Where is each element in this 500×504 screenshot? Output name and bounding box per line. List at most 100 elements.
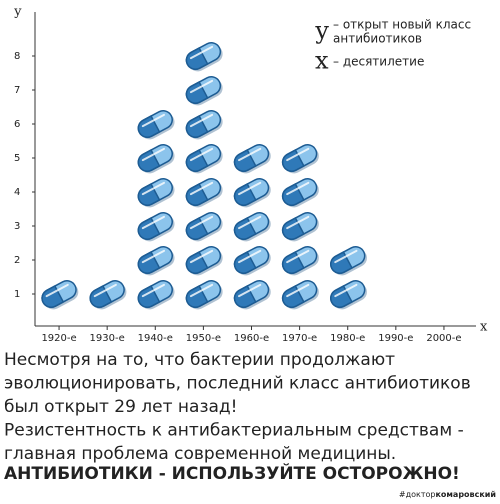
pill-dark <box>330 285 353 308</box>
x-tick-label: 1920-е <box>41 333 76 344</box>
pill <box>185 42 223 72</box>
legend-symbol: х <box>315 47 329 75</box>
pill <box>233 144 271 174</box>
pill <box>41 280 79 310</box>
pill <box>137 144 175 174</box>
pill-dark <box>89 285 113 308</box>
pill-highlight <box>189 283 214 298</box>
pill <box>185 246 223 276</box>
pill-column <box>137 110 175 310</box>
pill <box>137 110 175 140</box>
pill-dark <box>330 251 353 274</box>
body-text: Резистентность к антибактериальным средс… <box>4 421 464 441</box>
pill-highlight <box>238 215 262 230</box>
pill-highlight <box>189 181 214 196</box>
pill-dark <box>137 115 161 138</box>
pill-highlight <box>189 113 214 128</box>
pill-dark <box>137 183 161 206</box>
pill-column <box>233 144 271 310</box>
pill <box>137 212 175 242</box>
pill-column <box>41 280 79 310</box>
y-tick-label: 7 <box>14 85 20 96</box>
y-tick-label: 1 <box>14 289 20 300</box>
legend-text: – десятилетие <box>333 55 424 69</box>
legend-text: антибиотиков <box>333 32 422 46</box>
pill-dark <box>185 217 209 240</box>
pill <box>137 246 175 276</box>
legend-text: – открыт новый класс <box>333 18 471 32</box>
pill-highlight <box>286 215 310 230</box>
body-text: главная проблема современной медицины. <box>4 444 396 464</box>
pill <box>185 212 223 242</box>
pill-dark <box>185 81 209 104</box>
pill <box>233 280 271 310</box>
pill-highlight <box>189 45 214 60</box>
pill-dark <box>185 115 209 138</box>
pill-dark <box>137 251 161 274</box>
x-tick-label: 1930-е <box>90 333 125 344</box>
pill-dark <box>185 183 209 206</box>
pill <box>281 246 319 276</box>
pill-column <box>89 280 127 310</box>
pill <box>185 178 223 208</box>
pill-dark <box>185 251 209 274</box>
pill <box>185 76 223 106</box>
pill-highlight <box>238 249 262 264</box>
pill-dark <box>281 285 305 308</box>
pill-dark <box>233 217 257 240</box>
pill-dark <box>185 285 209 308</box>
pill-highlight <box>334 249 358 264</box>
pill-highlight <box>141 147 165 162</box>
y-tick-label: 3 <box>14 221 20 232</box>
x-axis-label: х <box>480 320 488 335</box>
x-tick-label: 2000-е <box>426 333 461 344</box>
y-tick-label: 6 <box>14 119 20 130</box>
pill-column <box>281 144 319 310</box>
pill-column <box>330 246 367 310</box>
pill-column <box>185 42 223 310</box>
pill-dark <box>137 217 161 240</box>
pill <box>281 144 319 174</box>
hashtag-part: комаровский <box>435 490 496 499</box>
x-tick-label: 1990-е <box>378 333 413 344</box>
pill-dark <box>281 183 305 206</box>
pill-highlight <box>286 249 310 264</box>
pill <box>89 280 127 310</box>
pill <box>185 280 223 310</box>
slogan: АНТИБИОТИКИ - ИСПОЛЬЗУЙТЕ ОСТОРОЖНО! <box>4 462 460 484</box>
pill-dark <box>233 251 257 274</box>
pill-highlight <box>238 283 262 298</box>
y-tick-label: 2 <box>14 255 20 266</box>
pill-dark <box>233 183 257 206</box>
pill-highlight <box>141 283 165 298</box>
pill-dark <box>281 251 305 274</box>
pill-highlight <box>189 147 214 162</box>
pill-highlight <box>189 79 214 94</box>
y-tick-label: 5 <box>14 153 20 164</box>
x-tick-label: 1960-е <box>234 333 269 344</box>
x-tick-label: 1980-е <box>330 333 365 344</box>
pill <box>185 110 223 140</box>
pill <box>137 178 175 208</box>
pill-highlight <box>189 215 214 230</box>
y-axis-label: у <box>14 5 22 20</box>
pill-highlight <box>141 215 165 230</box>
pill-dark <box>233 149 257 172</box>
pill-highlight <box>141 249 165 264</box>
body-text: эволюционировать, последний класс антиби… <box>4 374 471 394</box>
pill-highlight <box>286 147 310 162</box>
body-text: был открыт 29 лет назад! <box>4 397 238 417</box>
pill-highlight <box>141 181 165 196</box>
y-tick-label: 8 <box>14 51 20 62</box>
body-text: Несмотря на то, что бактерии продолжают <box>4 350 395 370</box>
pill-highlight <box>238 147 262 162</box>
legend-symbol: у <box>315 17 329 45</box>
pill <box>281 178 319 208</box>
pill-dark <box>137 285 161 308</box>
pill <box>281 280 319 310</box>
x-tick-label: 1950-е <box>186 333 221 344</box>
pill <box>233 212 271 242</box>
pill-highlight <box>334 283 358 298</box>
pill <box>137 280 175 310</box>
